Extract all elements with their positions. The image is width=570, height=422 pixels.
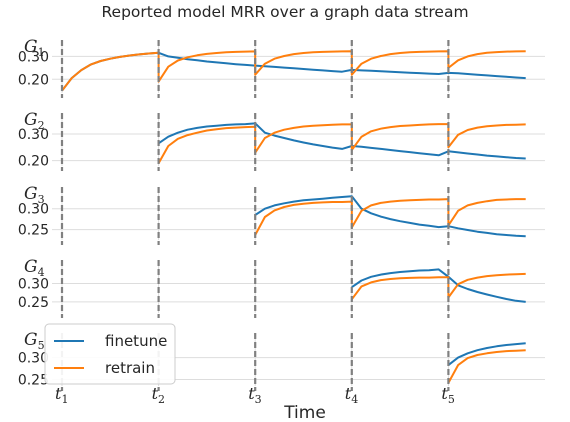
- y-tick-label: 0.25: [18, 372, 49, 388]
- y-tick-label: 0.25: [18, 295, 49, 311]
- y-tick-label: 0.30: [18, 127, 49, 143]
- panel-label-base: G: [24, 330, 38, 350]
- x-tick-label-base: t: [345, 384, 352, 403]
- series-line-finetune: [447, 342, 526, 366]
- series-line-finetune: [61, 51, 526, 92]
- series-line-finetune: [158, 122, 526, 160]
- x-tick-label: t2: [152, 384, 165, 406]
- series-line-retrain: [254, 198, 526, 236]
- series-line-retrain: [61, 50, 526, 92]
- legend: finetune retrain: [44, 323, 176, 385]
- y-tick-label: 0.30: [18, 202, 49, 218]
- legend-label-finetune: finetune: [105, 332, 167, 350]
- panel-label: G3: [24, 184, 45, 206]
- series-line-retrain: [447, 349, 526, 384]
- x-tick-label: t4: [345, 384, 358, 406]
- panel-label-sub: 3: [38, 193, 45, 206]
- y-tick-label: 0.20: [18, 154, 49, 170]
- series-line-finetune: [351, 268, 526, 303]
- x-event-ticks: t1 t2 t3 t4 t5: [55, 384, 455, 406]
- x-tick-label: t5: [441, 384, 454, 406]
- panel-label: G2: [24, 110, 45, 132]
- panels: 0.200.30G10.200.30G20.250.30G30.250.30G4…: [18, 37, 545, 391]
- panel-label-base: G: [24, 37, 38, 57]
- y-tick-label: 0.30: [18, 351, 49, 367]
- x-tick-label: t1: [55, 384, 68, 406]
- panel-label-base: G: [24, 110, 38, 130]
- panel-label-sub: 5: [38, 339, 45, 352]
- x-tick-label-sub: 2: [158, 393, 165, 406]
- x-axis-label: Time: [283, 403, 326, 422]
- y-tick-label: 0.30: [18, 49, 49, 65]
- x-tick-label-sub: 5: [448, 393, 455, 406]
- x-tick-label-sub: 4: [351, 393, 358, 406]
- x-tick-label-base: t: [152, 384, 159, 403]
- x-tick-label-sub: 1: [61, 393, 68, 406]
- x-tick-label-base: t: [441, 384, 448, 403]
- series-line-finetune: [254, 195, 526, 238]
- panel-label: G5: [24, 330, 45, 352]
- y-tick-label: 0.25: [18, 223, 49, 239]
- series-line-retrain: [157, 123, 526, 164]
- panel-label-base: G: [24, 257, 38, 277]
- panel-label-sub: 2: [38, 119, 45, 132]
- series-line-retrain: [351, 272, 526, 300]
- y-tick-label: 0.20: [18, 72, 49, 88]
- x-tick-label-base: t: [248, 384, 255, 403]
- y-tick-label: 0.30: [18, 276, 49, 292]
- legend-label-retrain: retrain: [105, 359, 155, 377]
- x-tick-label: t3: [248, 384, 261, 406]
- panel-label-sub: 1: [38, 46, 45, 59]
- panel-label: G4: [24, 257, 45, 279]
- panel-label: G1: [24, 37, 45, 59]
- chart-title: Reported model MRR over a graph data str…: [101, 3, 468, 21]
- x-tick-label-base: t: [55, 384, 62, 403]
- panel-label-base: G: [24, 184, 38, 204]
- x-tick-label-sub: 3: [255, 393, 262, 406]
- panel-label-sub: 4: [38, 266, 45, 279]
